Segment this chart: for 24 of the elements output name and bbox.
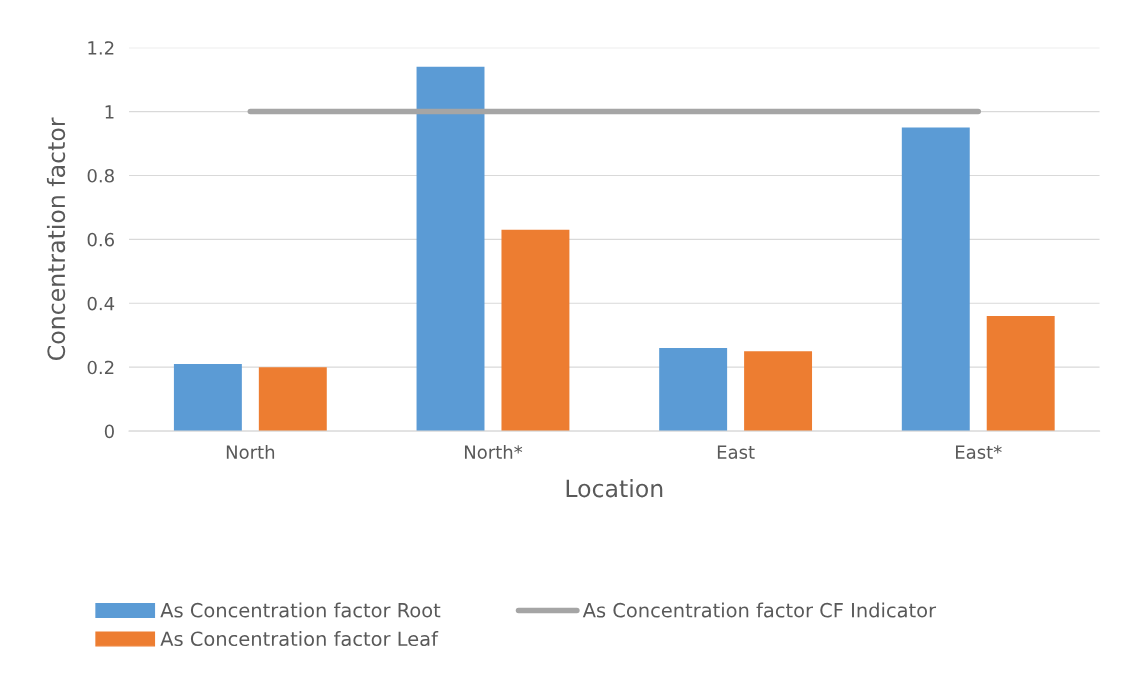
bar <box>986 316 1055 432</box>
legend-label: As Concentration factor Root <box>160 602 441 618</box>
legend-label: As Concentration factor Leaf <box>160 631 439 647</box>
x-tick-label: East* <box>956 445 1002 459</box>
bar <box>501 229 570 432</box>
bar <box>173 363 242 432</box>
bar <box>416 66 485 432</box>
bar <box>258 367 327 432</box>
y-tick-label: 0.4 <box>87 296 115 311</box>
bar <box>901 127 970 432</box>
y-tick-label: 0.6 <box>87 232 114 247</box>
y-axis-title: Concentration factor <box>46 117 66 360</box>
y-tick-label: 0.2 <box>87 360 114 375</box>
bar <box>659 348 728 432</box>
x-tick-label: East <box>717 445 755 459</box>
x-tick-label: North <box>226 444 275 459</box>
y-tick-label: 0 <box>104 424 114 439</box>
y-tick-label: 0.8 <box>87 168 114 183</box>
bar <box>744 351 813 432</box>
y-tick-label: 1.2 <box>88 41 114 55</box>
y-tick-label: 1 <box>105 105 114 119</box>
x-axis-title: Location <box>566 479 663 498</box>
legend-label: As Concentration factor CF Indicator <box>582 602 937 618</box>
x-tick-label: North* <box>464 444 523 459</box>
